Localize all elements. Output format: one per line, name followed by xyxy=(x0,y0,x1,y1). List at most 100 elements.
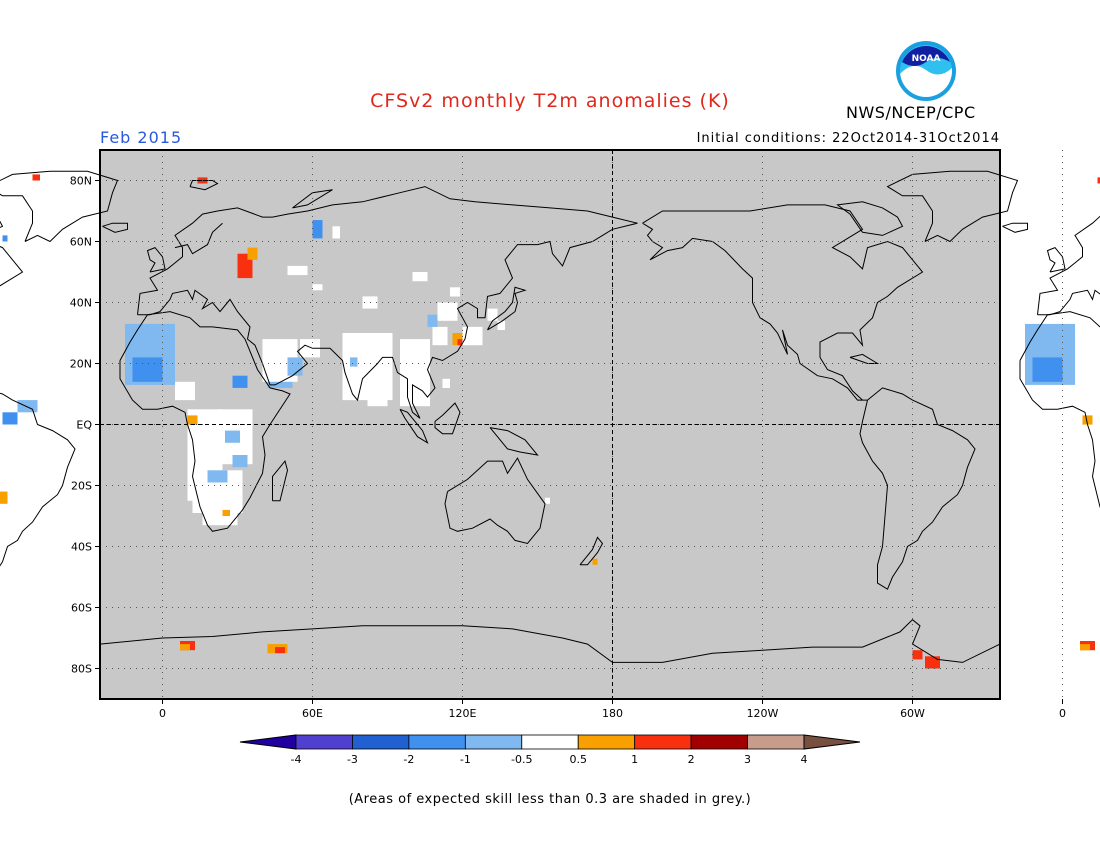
anomaly-patch xyxy=(132,357,163,382)
uk-coast xyxy=(146,246,166,273)
anomaly-patches xyxy=(0,174,1100,669)
colorbar-label: 2 xyxy=(688,753,695,766)
colorbar-box xyxy=(577,734,636,750)
lat-tick-label: EQ xyxy=(76,419,92,432)
lat-tick-label: 80N xyxy=(70,175,92,188)
colorbar-label: 3 xyxy=(744,753,751,766)
new-zealand-coast xyxy=(579,536,604,566)
colorbar-label: 4 xyxy=(801,753,808,766)
colorbar-label: 1 xyxy=(631,753,638,766)
anomaly-patch xyxy=(207,470,228,483)
anomaly-patch xyxy=(1082,415,1093,425)
anomaly-patch xyxy=(175,381,195,401)
colorbar-label: -2 xyxy=(403,753,414,766)
novaya-zemlya-coast xyxy=(292,189,333,209)
anomaly-patch xyxy=(312,220,323,239)
colorbar-box xyxy=(352,734,410,750)
svalbard-coast xyxy=(189,180,219,191)
anomaly-patch xyxy=(287,265,308,276)
colorbar-label: -1 xyxy=(460,753,471,766)
anomaly-patch xyxy=(1080,644,1090,651)
anomaly-patch xyxy=(232,455,248,468)
agency-label: NWS/NCEP/CPC xyxy=(846,103,976,122)
iceland-coast xyxy=(102,222,128,233)
colorbar-box xyxy=(521,734,579,750)
baffin-wrap-coast xyxy=(836,201,904,236)
anomaly-patch xyxy=(300,339,320,358)
australia-coast xyxy=(444,457,546,545)
north-america-wrap-coast xyxy=(642,204,924,401)
colorbar-box xyxy=(747,734,805,750)
colorbar-low-arrow xyxy=(239,734,297,750)
anomaly-patch xyxy=(32,436,58,462)
sumatra-coast xyxy=(399,408,429,445)
colorbar-label: 0.5 xyxy=(569,753,587,766)
lon-tick-label: 120E xyxy=(449,707,477,720)
uk-wrap-coast xyxy=(1046,246,1066,273)
new-guinea-coast xyxy=(489,427,539,456)
anomaly-patch xyxy=(222,509,230,516)
colorbar-label: -0.5 xyxy=(511,753,532,766)
anomaly-patch xyxy=(457,339,463,346)
anomaly-patch xyxy=(87,204,98,215)
eurasia-coast xyxy=(137,186,638,419)
anomaly-patch xyxy=(232,375,248,388)
skill-footnote: (Areas of expected skill less than 0.3 a… xyxy=(348,792,752,807)
anomaly-patch xyxy=(442,378,450,388)
lat-tick-label: 80S xyxy=(71,663,92,676)
anomaly-patch xyxy=(432,326,448,346)
map-title: CFSv2 monthly T2m anomalies (K) xyxy=(370,90,730,112)
antarctica-coast xyxy=(99,619,1001,663)
africa-wrap-coast xyxy=(1019,311,1100,509)
iceland-wrap-coast xyxy=(1002,222,1028,233)
anomaly-patch xyxy=(1032,357,1063,382)
anomaly-patch xyxy=(57,186,68,199)
anomaly-patch xyxy=(0,442,8,474)
anomaly-patch xyxy=(497,320,505,330)
forecast-month: Feb 2015 xyxy=(100,128,183,147)
anomaly-patch xyxy=(1097,177,1100,184)
anomaly-patch xyxy=(400,339,430,407)
anomaly-patch xyxy=(32,174,40,181)
anomaly-patch xyxy=(545,497,550,504)
lon-tick-label: 0 xyxy=(1059,707,1066,720)
lon-tick-label: 60W xyxy=(900,707,925,720)
anomaly-patch xyxy=(187,415,198,425)
anomaly-patch xyxy=(0,491,8,504)
anomaly-patch xyxy=(2,235,8,242)
anomaly-patch xyxy=(350,357,358,367)
lat-tick-label: 60N xyxy=(70,236,92,249)
initial-conditions: Initial conditions: 22Oct2014-31Oct2014 xyxy=(696,131,1000,146)
anomaly-patch xyxy=(925,656,940,669)
map-content: 80N 60N 40N 20N EQ 20S 40S 60S 80S 0 60E 120E 180 120… xyxy=(0,149,1100,720)
anomaly-patch xyxy=(202,500,238,526)
africa-coast xyxy=(119,311,291,532)
lon-tick-label: 120W xyxy=(747,707,779,720)
anomaly-patch xyxy=(225,430,240,443)
anomaly-patch xyxy=(180,644,190,651)
anomaly-patch xyxy=(592,558,598,565)
noaa-logo-text: NOAA xyxy=(912,54,941,64)
colorbar-box xyxy=(634,734,692,750)
greenland-coast xyxy=(0,170,119,243)
anomaly-patch xyxy=(312,284,323,291)
anomaly-patch xyxy=(367,369,388,407)
greenland-wrap-coast xyxy=(886,170,1019,243)
anomaly-patch xyxy=(247,247,258,260)
anomaly-patch xyxy=(462,326,483,346)
south-america-wrap-coast xyxy=(859,387,976,590)
anomaly-patch xyxy=(427,314,438,327)
anomaly-patch xyxy=(487,308,498,321)
anomaly-patch xyxy=(22,479,33,492)
madagascar-coast xyxy=(272,460,289,502)
japan-coast xyxy=(487,286,527,331)
lat-tick-label: 40S xyxy=(71,541,92,554)
colorbar-label: -3 xyxy=(347,753,358,766)
anomaly-patch xyxy=(912,650,923,660)
borneo-coast xyxy=(434,402,461,435)
anomaly-patch xyxy=(0,473,3,486)
anomaly-patch xyxy=(332,226,340,239)
lat-tick-label: 40N xyxy=(70,297,92,310)
